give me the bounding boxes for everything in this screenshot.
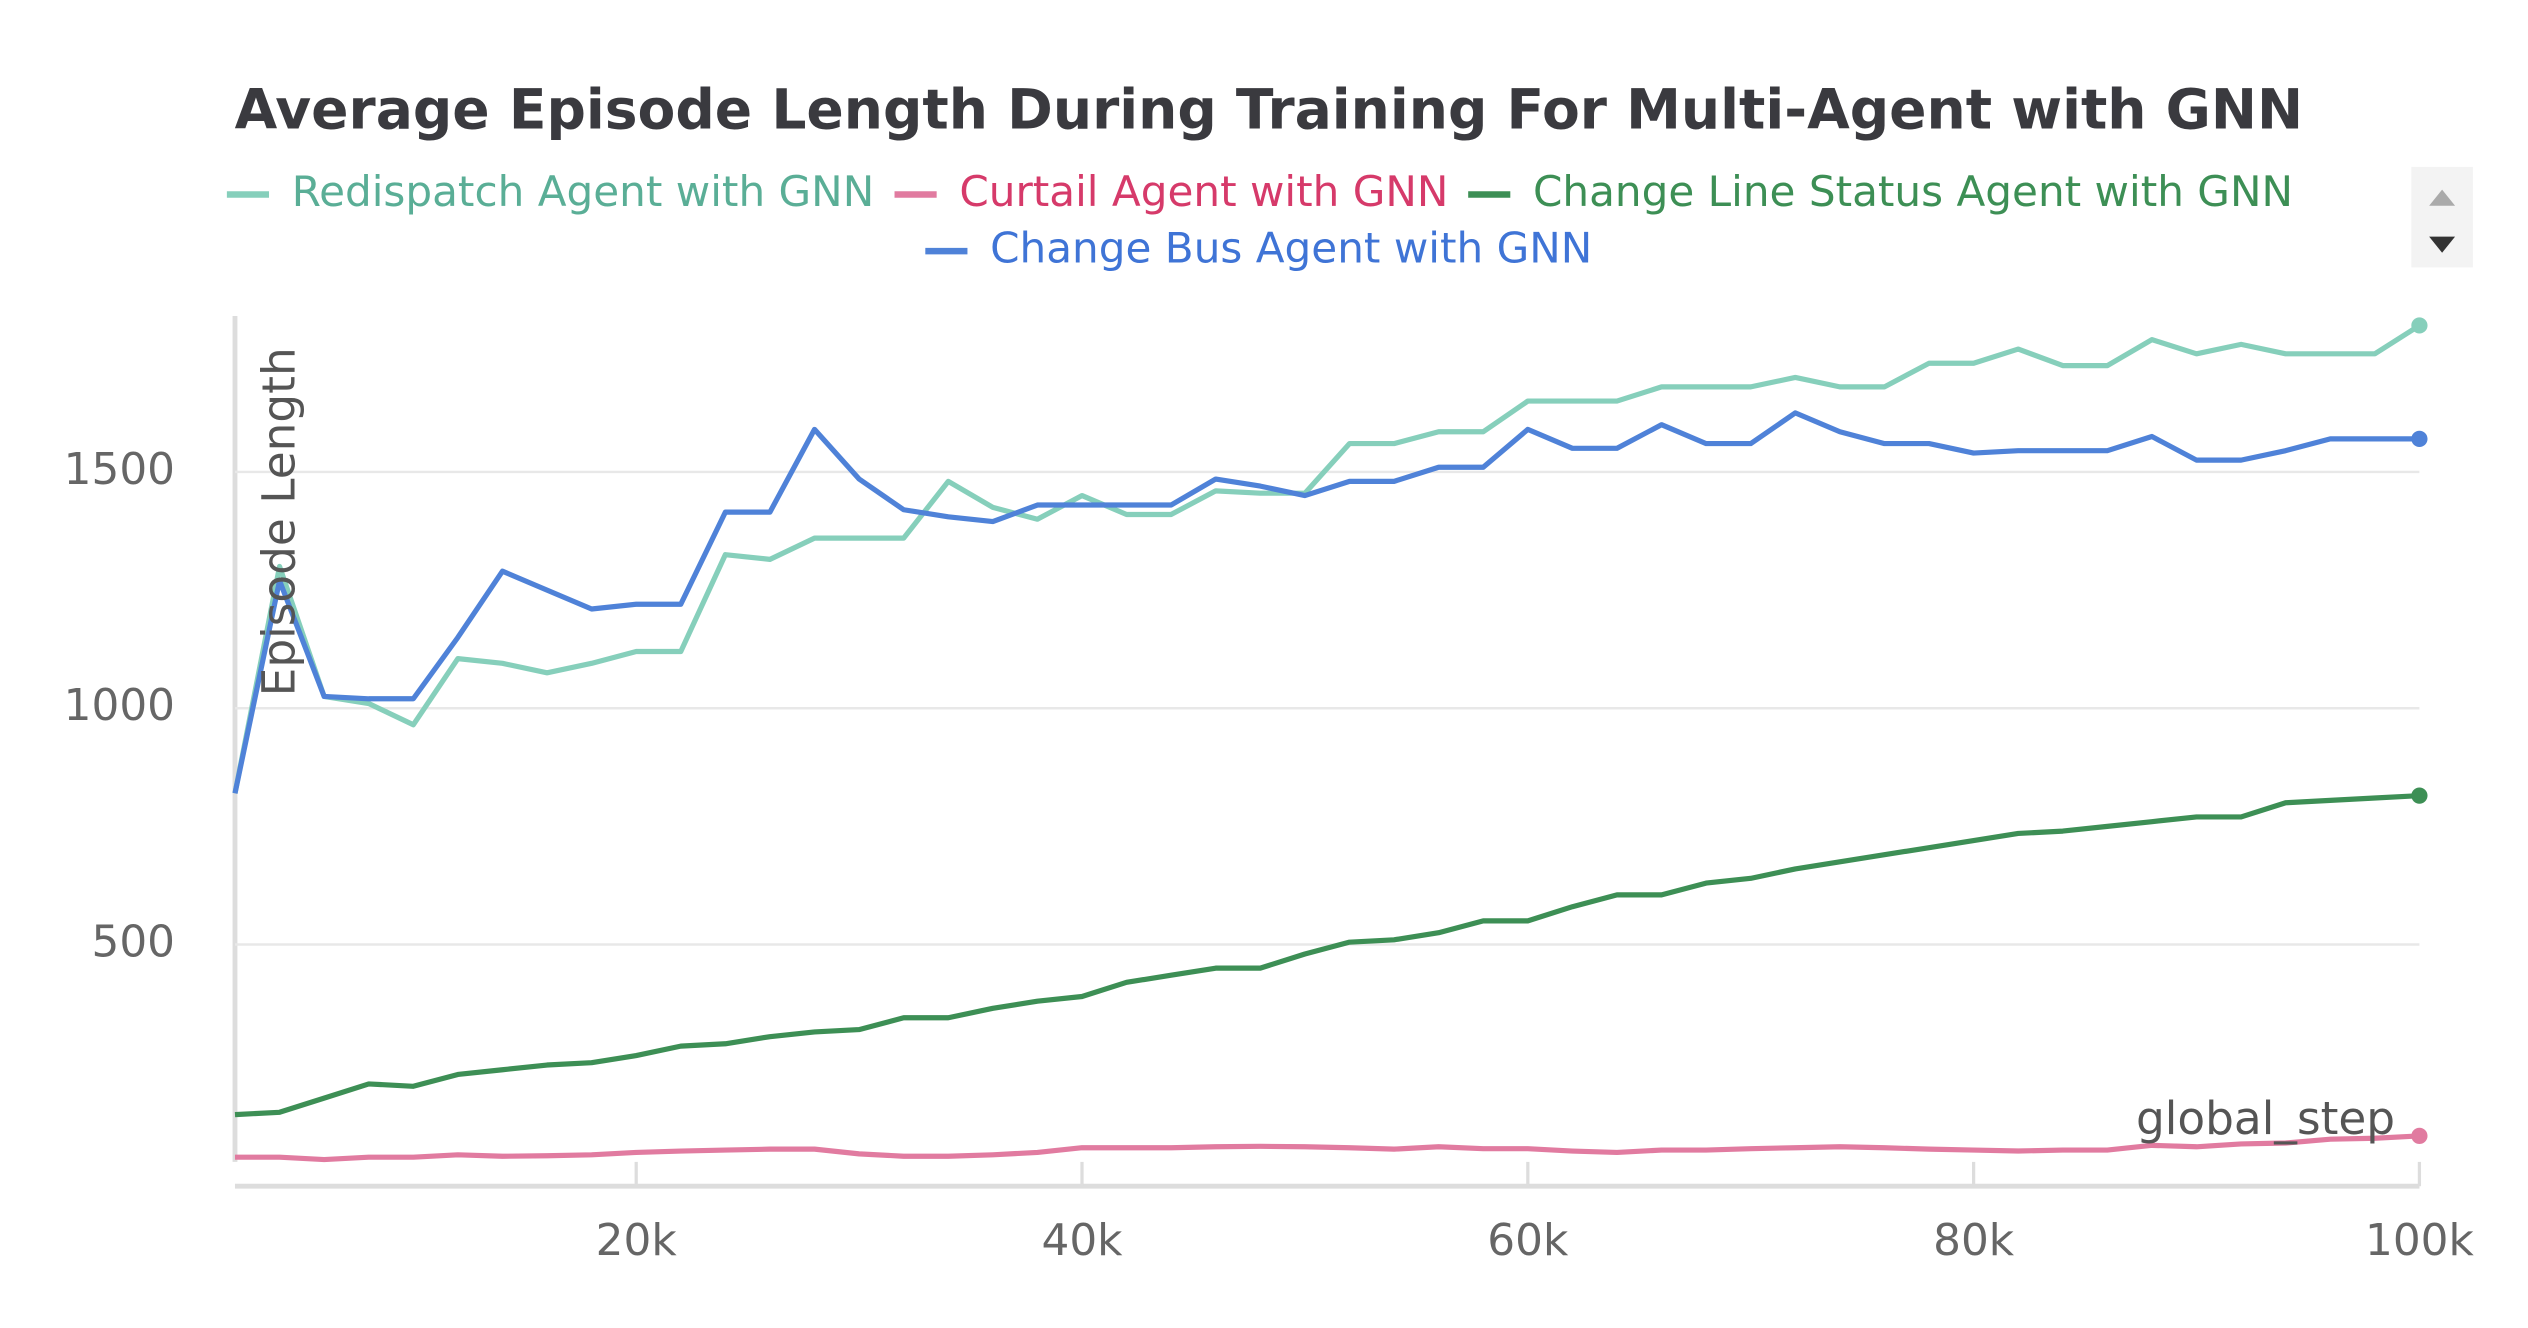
series-line (234, 793, 2420, 1118)
x-axis-label: global_step (2136, 1092, 2395, 1145)
y-tick-label: 500 (92, 917, 176, 968)
end-point (2411, 430, 2428, 447)
end-point (2411, 787, 2428, 804)
y-tick-label: 1500 (64, 444, 175, 495)
chart-title: Average Episode Length During Training F… (235, 78, 2303, 142)
legend-label: Change Bus Agent with GNN (990, 224, 1592, 273)
legend-label: Curtail Agent with GNN (959, 167, 1448, 216)
x-tick-label: 40k (1042, 1215, 1124, 1266)
legend-label: Redispatch Agent with GNN (292, 167, 875, 216)
x-tick-label: 80k (1933, 1215, 2015, 1266)
y-tick-label: 1000 (64, 680, 175, 731)
x-tick-label: 100k (2365, 1215, 2475, 1266)
end-point (2411, 317, 2428, 334)
legend-label: Change Line Status Agent with GNN (1533, 167, 2293, 216)
scroll-up[interactable] (2429, 189, 2456, 206)
x-tick-label: 60k (1487, 1215, 1569, 1266)
legend-scroll[interactable] (2411, 166, 2473, 268)
series-line (232, 323, 2421, 794)
y-axis-label: Episode Length (252, 347, 305, 696)
end-point (2411, 1127, 2428, 1145)
scroll-down[interactable] (2429, 236, 2456, 253)
x-tick-label: 20k (596, 1215, 678, 1266)
series-line (234, 1133, 2420, 1163)
series-line (232, 410, 2420, 794)
